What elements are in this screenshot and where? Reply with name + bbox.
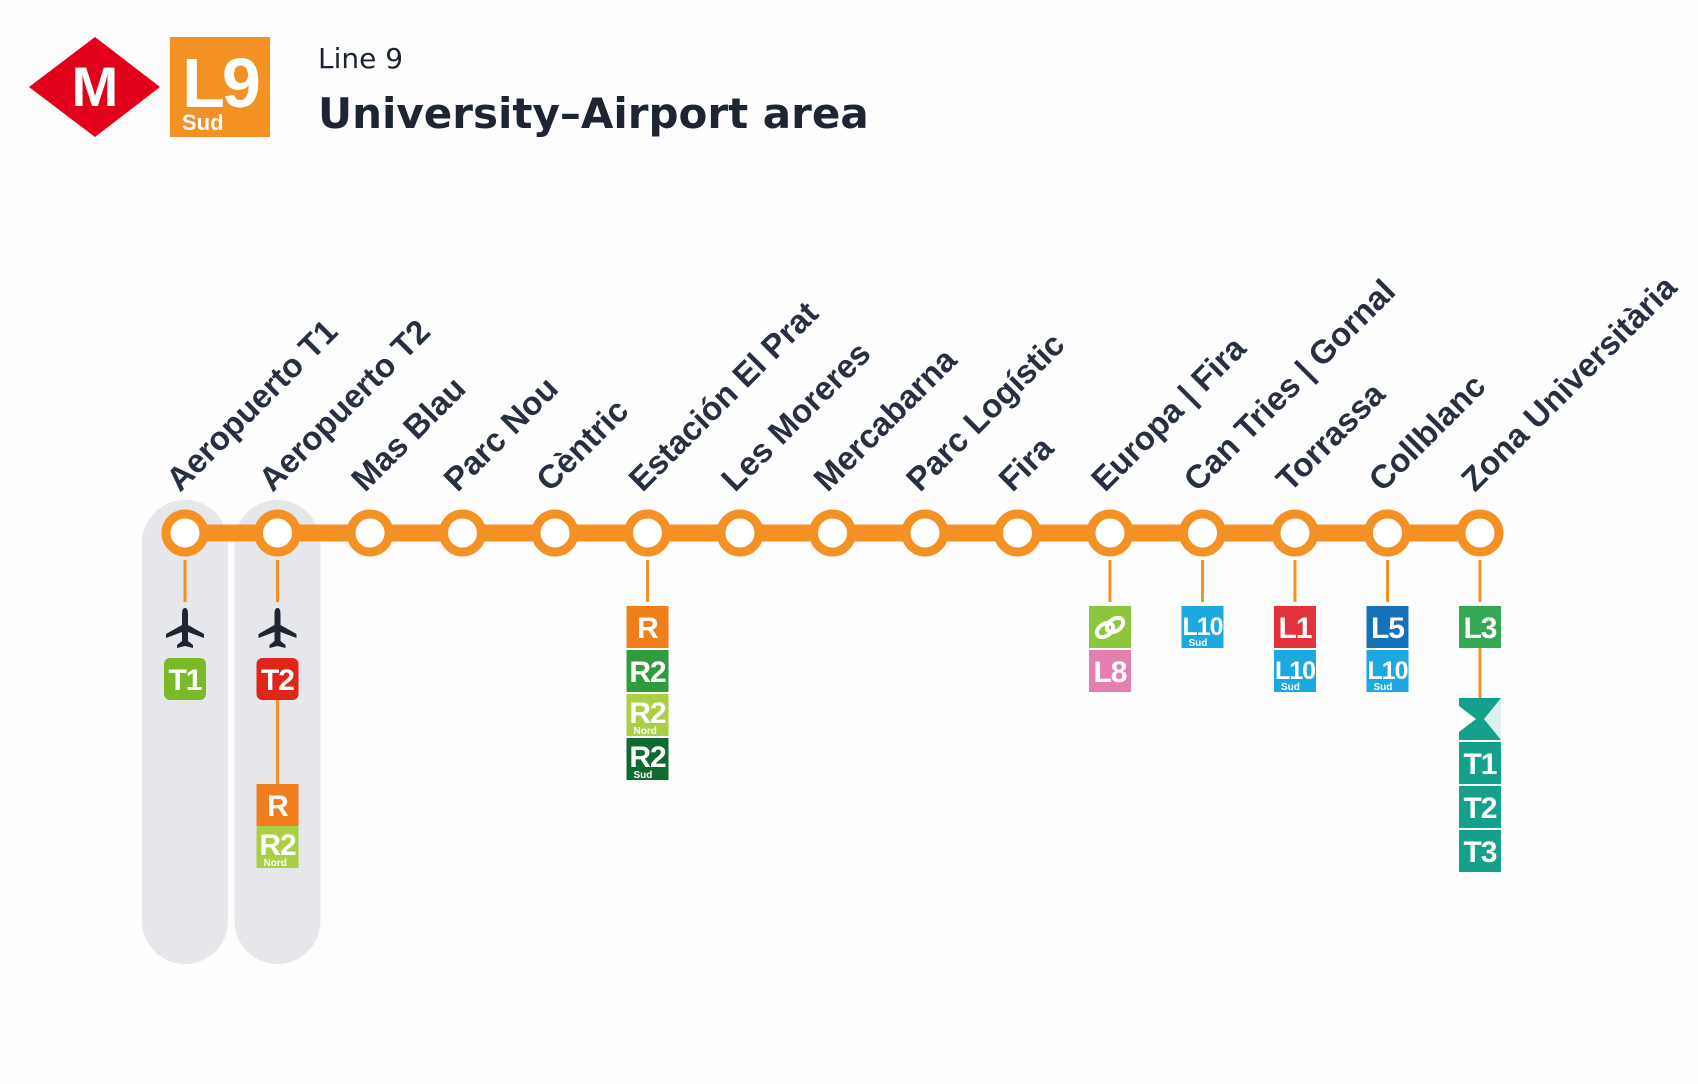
connection-label: T1 bbox=[1463, 748, 1496, 781]
station-parc-logistic[interactable] bbox=[901, 509, 949, 557]
station-europa-fira[interactable] bbox=[1086, 509, 1134, 557]
connection-l5-collblanc[interactable]: L5 bbox=[1366, 606, 1409, 648]
connection-sublabel: Sud bbox=[634, 770, 653, 781]
connection-label: L3 bbox=[1463, 612, 1496, 645]
station-zona-universitaria[interactable] bbox=[1456, 509, 1504, 557]
connection-label: R bbox=[637, 612, 659, 645]
connection-sublabel: Nord bbox=[264, 858, 287, 869]
station-can-tries-gornal[interactable] bbox=[1179, 509, 1226, 557]
connection-label: R2 bbox=[629, 697, 666, 730]
station-collblanc[interactable] bbox=[1364, 509, 1411, 557]
station-centric[interactable] bbox=[531, 509, 579, 557]
fgc-logo-icon bbox=[1089, 606, 1131, 648]
connection-fgc-logo-icon-europa-fira[interactable] bbox=[1089, 606, 1131, 648]
connection-t1-aeropuerto-t1[interactable]: T1 bbox=[164, 658, 206, 700]
connection-tram-logo-icon-zona-universitaria[interactable] bbox=[1459, 698, 1501, 740]
line-badge-code: L9 bbox=[182, 44, 259, 122]
connection-links bbox=[183, 560, 1482, 784]
connection-label: T3 bbox=[1463, 836, 1496, 869]
connection-t1-zona-universitaria[interactable]: T1 bbox=[1459, 742, 1501, 784]
station-label-zona-universitaria: Zona Universitària bbox=[1454, 268, 1684, 498]
airport-band-aeropuerto-t1 bbox=[142, 500, 228, 964]
connection-label: T2 bbox=[261, 664, 294, 697]
connection-label: R bbox=[267, 790, 289, 823]
station-torrassa[interactable] bbox=[1271, 509, 1319, 557]
connection-t2-zona-universitaria[interactable]: T2 bbox=[1459, 786, 1501, 828]
connection-label: L10 bbox=[1275, 657, 1315, 685]
line-label: Line 9 bbox=[318, 42, 403, 75]
station-aeropuerto-t2[interactable] bbox=[254, 509, 301, 557]
station-les-moreres[interactable] bbox=[716, 509, 764, 557]
connection-t3-zona-universitaria[interactable]: T3 bbox=[1459, 830, 1501, 872]
connection-r2-estacion-el-prat[interactable]: R2 bbox=[626, 650, 669, 692]
connection-t2-aeropuerto-t2[interactable]: T2 bbox=[256, 658, 299, 700]
connection-sublabel: Nord bbox=[634, 726, 657, 737]
connection-label: T1 bbox=[168, 664, 201, 697]
station-aeropuerto-t1[interactable] bbox=[161, 509, 209, 557]
metro-logo: M bbox=[29, 37, 160, 137]
line-badge: L9 Sud bbox=[170, 37, 270, 137]
stations bbox=[161, 509, 1504, 557]
station-parc-nou[interactable] bbox=[439, 509, 486, 557]
line-badge-branch: Sud bbox=[182, 110, 224, 135]
connection-sublabel: Sud bbox=[1281, 682, 1300, 693]
connection-label: T2 bbox=[1463, 792, 1496, 825]
header: M L9 Sud Line 9 University–Airport area bbox=[29, 37, 869, 138]
connection-sublabel: Sud bbox=[1189, 638, 1208, 649]
station-fira[interactable] bbox=[994, 509, 1041, 557]
connection-sublabel: Sud bbox=[1374, 682, 1393, 693]
airport-bands bbox=[142, 500, 321, 964]
station-mas-blau[interactable] bbox=[346, 509, 394, 557]
connection-l1-torrassa[interactable]: L1 bbox=[1274, 606, 1316, 648]
airplane-icon bbox=[166, 608, 204, 648]
connection-label: L10 bbox=[1182, 613, 1222, 641]
connection-l3-zona-universitaria[interactable]: L3 bbox=[1459, 606, 1501, 648]
airplane-icon bbox=[258, 608, 297, 648]
connection-r-estacion-el-prat[interactable]: R bbox=[626, 606, 669, 648]
connection-l8-europa-fira[interactable]: L8 bbox=[1089, 650, 1131, 692]
station-label-fira: Fira bbox=[991, 429, 1060, 498]
page-title: University–Airport area bbox=[318, 89, 869, 138]
station-label-parc-logistic: Parc Logístic bbox=[899, 325, 1072, 498]
connection-r-aeropuerto-t2[interactable]: R bbox=[256, 784, 299, 826]
station-mercabarna[interactable] bbox=[809, 509, 856, 557]
connection-label: L1 bbox=[1278, 612, 1311, 645]
connection-label: L8 bbox=[1093, 656, 1126, 689]
connection-label: R2 bbox=[629, 741, 666, 774]
connection-label: L10 bbox=[1367, 657, 1407, 685]
connection-label: L5 bbox=[1371, 612, 1404, 645]
metro-logo-letter: M bbox=[72, 55, 119, 118]
station-estacion-el-prat[interactable] bbox=[624, 509, 671, 557]
connection-label: R2 bbox=[259, 829, 296, 862]
connection-label: R2 bbox=[629, 656, 666, 689]
